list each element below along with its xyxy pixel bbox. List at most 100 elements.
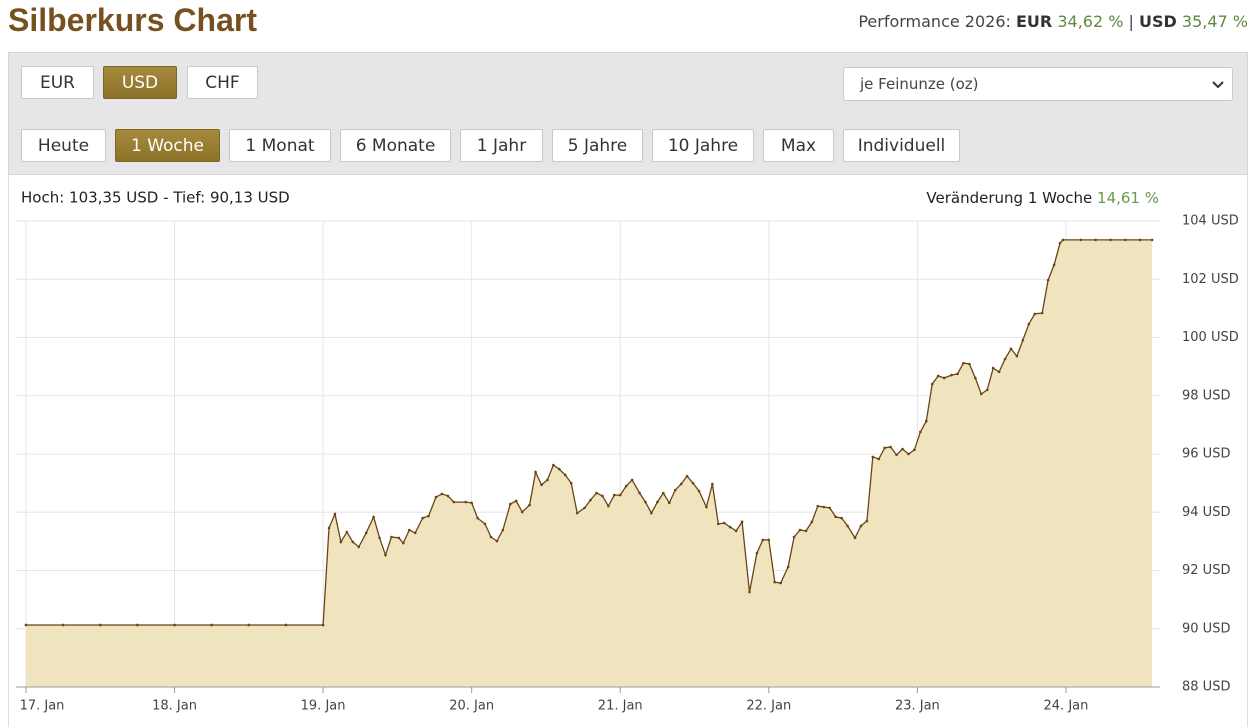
y-tick-label: 104 USD <box>1182 214 1239 229</box>
point <box>974 376 977 380</box>
point <box>816 504 820 508</box>
eur-label: EUR <box>1016 12 1053 31</box>
point <box>722 521 726 525</box>
point <box>865 519 869 523</box>
point <box>508 502 512 506</box>
point <box>1094 238 1097 242</box>
point <box>402 541 405 545</box>
point <box>936 374 940 378</box>
point <box>638 491 641 495</box>
point <box>798 528 802 532</box>
y-tick-label: 98 USD <box>1182 388 1230 403</box>
button[interactable]: CHF <box>187 66 258 99</box>
point <box>767 538 771 542</box>
button[interactable]: Heute <box>21 129 106 162</box>
point <box>464 500 468 504</box>
button[interactable]: EUR <box>21 66 94 99</box>
point <box>656 500 659 504</box>
point <box>740 520 744 524</box>
point <box>991 366 995 370</box>
y-tick-label: 96 USD <box>1182 447 1230 462</box>
point <box>136 623 139 627</box>
point <box>327 526 331 530</box>
button[interactable]: Max <box>763 129 834 162</box>
point <box>924 419 928 423</box>
point <box>786 565 790 569</box>
x-tick-label: 19. Jan <box>301 699 346 714</box>
point <box>495 539 499 543</box>
point <box>173 623 176 627</box>
point <box>569 481 573 485</box>
point <box>1150 238 1154 242</box>
point <box>761 538 765 542</box>
page-title: Silberkurs Chart <box>8 2 257 38</box>
point <box>755 551 759 555</box>
point <box>624 484 628 488</box>
point <box>748 590 751 594</box>
point <box>644 500 647 504</box>
button[interactable]: Individuell <box>843 129 960 162</box>
x-tick-label: 17. Jan <box>20 699 65 714</box>
point <box>877 457 881 461</box>
change: Veränderung 1 Woche 14,61 % <box>926 189 1159 207</box>
point <box>397 536 401 540</box>
point <box>956 372 959 376</box>
point <box>357 545 361 549</box>
point <box>558 467 561 471</box>
point <box>601 494 604 498</box>
x-tick-label: 21. Jan <box>598 699 643 714</box>
point <box>883 446 886 450</box>
point <box>528 503 531 507</box>
point <box>384 553 387 557</box>
y-tick-label: 100 USD <box>1182 330 1239 345</box>
point <box>98 623 102 627</box>
point <box>413 531 417 535</box>
button[interactable]: 1 Jahr <box>460 129 543 162</box>
point <box>889 445 892 449</box>
point <box>895 453 898 457</box>
y-tick-label: 88 USD <box>1182 680 1230 695</box>
button[interactable]: 10 Jahre <box>652 129 754 162</box>
point <box>907 452 910 456</box>
point <box>930 382 934 386</box>
point <box>434 495 438 499</box>
point <box>1040 311 1044 315</box>
point <box>589 498 592 502</box>
point <box>968 362 971 366</box>
point <box>913 448 916 452</box>
button[interactable]: 1 Monat <box>229 129 331 162</box>
point <box>650 511 653 515</box>
point <box>810 520 814 524</box>
y-tick-label: 92 USD <box>1182 563 1230 578</box>
point <box>1027 322 1031 326</box>
point <box>407 528 411 532</box>
point <box>792 535 796 539</box>
point <box>901 447 904 451</box>
point <box>1109 238 1112 242</box>
button[interactable]: 5 Jahre <box>552 129 643 162</box>
point <box>247 623 251 627</box>
change-value: 14,61 % <box>1097 189 1159 207</box>
button[interactable]: USD <box>103 66 177 99</box>
point <box>427 514 430 518</box>
point <box>773 580 777 584</box>
point <box>962 361 965 365</box>
point <box>1061 238 1065 242</box>
point <box>372 515 375 519</box>
point <box>1046 278 1050 282</box>
x-tick-label: 24. Jan <box>1044 699 1089 714</box>
button[interactable]: 1 Woche <box>115 129 220 162</box>
point <box>351 540 355 544</box>
point <box>679 482 683 486</box>
point <box>618 493 622 497</box>
point <box>997 370 1001 374</box>
point <box>979 392 983 396</box>
point <box>711 482 714 486</box>
unit-select[interactable]: je Feinunze (oz) <box>843 67 1233 101</box>
point <box>607 504 610 508</box>
point <box>859 524 863 528</box>
point <box>1021 338 1025 342</box>
button[interactable]: 6 Monate <box>340 129 451 162</box>
separator: | <box>1128 12 1134 31</box>
